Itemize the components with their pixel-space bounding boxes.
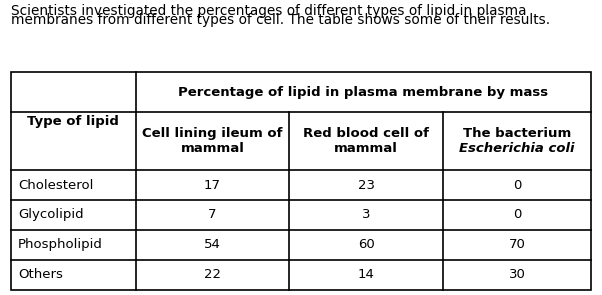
Text: membranes from different types of cell. The table shows some of their results.: membranes from different types of cell. …	[11, 13, 550, 27]
Text: Others: Others	[18, 268, 63, 281]
Text: 23: 23	[358, 178, 375, 191]
Text: Cell lining ileum of
mammal: Cell lining ileum of mammal	[142, 127, 283, 155]
Text: 17: 17	[204, 178, 221, 191]
Text: Escherichia coli: Escherichia coli	[459, 142, 575, 155]
Text: 30: 30	[509, 268, 526, 281]
Text: 0: 0	[513, 209, 521, 222]
Text: Glycolipid: Glycolipid	[18, 209, 84, 222]
Text: 0: 0	[513, 178, 521, 191]
Text: Red blood cell of
mammal: Red blood cell of mammal	[303, 127, 429, 155]
Text: Scientists investigated the percentages of different types of lipid in plasma: Scientists investigated the percentages …	[11, 4, 526, 18]
Text: 3: 3	[362, 209, 371, 222]
Text: 54: 54	[204, 238, 221, 251]
Text: 60: 60	[358, 238, 374, 251]
Text: 22: 22	[204, 268, 221, 281]
FancyBboxPatch shape	[11, 72, 591, 290]
Text: Type of lipid: Type of lipid	[27, 115, 119, 128]
Text: Phospholipid: Phospholipid	[18, 238, 103, 251]
Text: 7: 7	[208, 209, 217, 222]
Text: Percentage of lipid in plasma membrane by mass: Percentage of lipid in plasma membrane b…	[178, 86, 548, 99]
Text: Cholesterol: Cholesterol	[18, 178, 93, 191]
Text: 70: 70	[509, 238, 526, 251]
Text: The bacterium: The bacterium	[463, 127, 571, 140]
Text: 14: 14	[358, 268, 374, 281]
